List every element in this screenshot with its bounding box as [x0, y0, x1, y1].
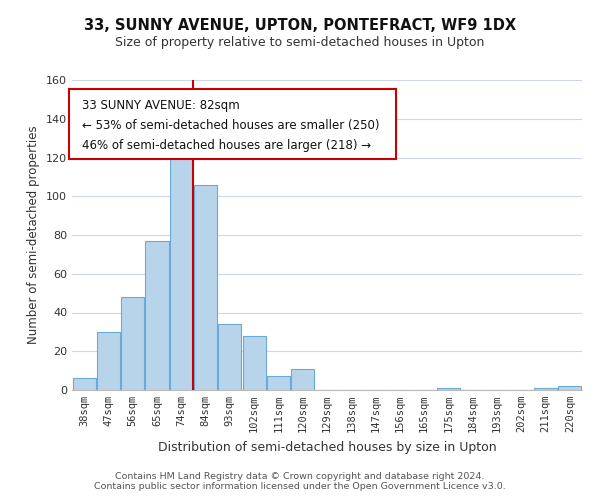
Text: Size of property relative to semi-detached houses in Upton: Size of property relative to semi-detach… — [115, 36, 485, 49]
Bar — [218, 324, 241, 390]
Text: Contains public sector information licensed under the Open Government Licence v3: Contains public sector information licen… — [94, 482, 506, 491]
Text: Contains HM Land Registry data © Crown copyright and database right 2024.: Contains HM Land Registry data © Crown c… — [115, 472, 485, 481]
Bar — [97, 332, 120, 390]
X-axis label: Distribution of semi-detached houses by size in Upton: Distribution of semi-detached houses by … — [158, 440, 496, 454]
Text: ← 53% of semi-detached houses are smaller (250): ← 53% of semi-detached houses are smalle… — [82, 118, 380, 132]
Bar — [559, 386, 581, 390]
Bar — [194, 184, 217, 390]
Bar — [291, 368, 314, 390]
Text: 46% of semi-detached houses are larger (218) →: 46% of semi-detached houses are larger (… — [82, 139, 371, 152]
Bar — [242, 336, 266, 390]
Bar — [145, 241, 169, 390]
Text: 33, SUNNY AVENUE, UPTON, PONTEFRACT, WF9 1DX: 33, SUNNY AVENUE, UPTON, PONTEFRACT, WF9… — [84, 18, 516, 32]
Bar — [437, 388, 460, 390]
Bar — [170, 148, 193, 390]
Bar — [73, 378, 95, 390]
Text: 33 SUNNY AVENUE: 82sqm: 33 SUNNY AVENUE: 82sqm — [82, 98, 240, 112]
Y-axis label: Number of semi-detached properties: Number of semi-detached properties — [28, 126, 40, 344]
FancyBboxPatch shape — [70, 90, 396, 159]
Bar — [267, 376, 290, 390]
Bar — [534, 388, 557, 390]
Bar — [121, 297, 144, 390]
